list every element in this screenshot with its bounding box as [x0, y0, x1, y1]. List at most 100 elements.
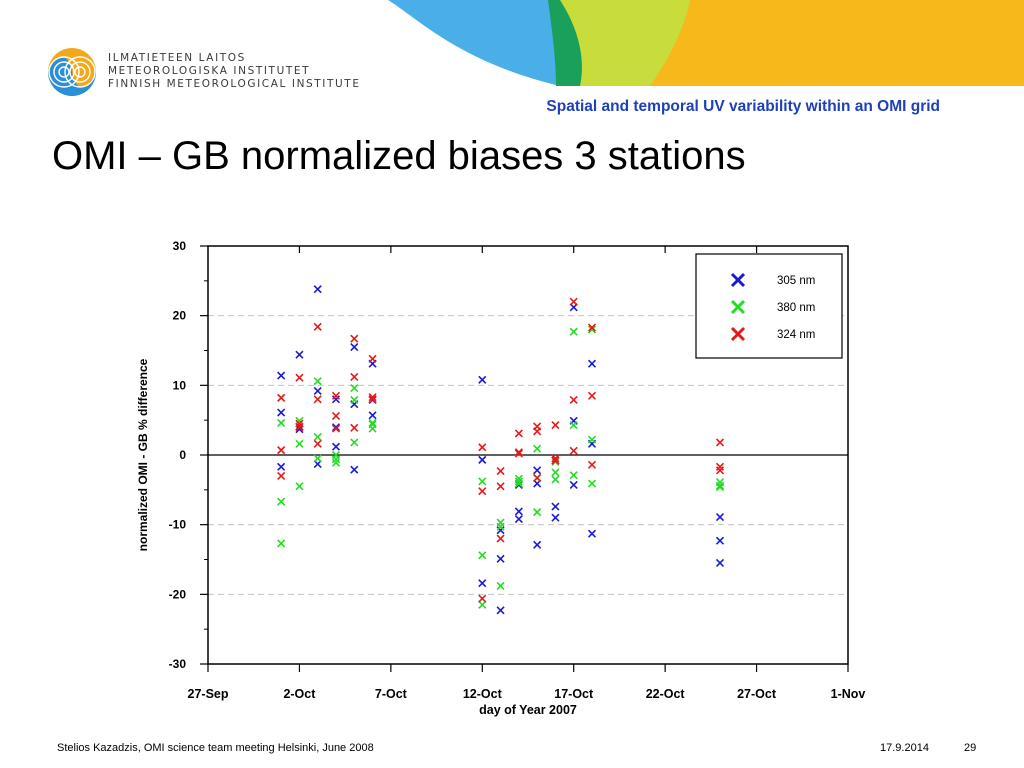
point-324-nm [478, 594, 487, 603]
banner-blue-band [388, 0, 560, 86]
point-305-nm [478, 579, 487, 588]
legend-label: 324 nm [777, 329, 815, 341]
y-tick-label: -10 [169, 518, 187, 532]
point-380-nm [587, 435, 597, 444]
point-305-nm [715, 536, 725, 545]
point-324-nm [533, 427, 542, 436]
point-305-nm [478, 455, 487, 464]
slide-subtitle: Spatial and temporal UV variability with… [546, 98, 940, 115]
point-324-nm [478, 487, 487, 496]
legend: 305 nm 380 nm 324 nm [695, 253, 843, 359]
point-324-nm [569, 297, 578, 306]
point-324-nm [551, 420, 560, 430]
axis-ticks: -30 -20 -10 0 10 20 30 27-Sep 2-Oct 7-Oct 12-Oct 17… [169, 239, 866, 701]
point-324-nm [587, 323, 597, 332]
point-324-nm [295, 423, 304, 432]
point-380-nm [313, 377, 322, 386]
scatter-chart: -30 -20 -10 0 10 20 30 27-Sep 2-Oct 7-Oct 12-Oct 17… [136, 239, 866, 717]
banner-yellow-band [650, 0, 1024, 86]
point-380-nm [514, 477, 523, 486]
point-324-nm [277, 446, 286, 455]
point-380-nm [587, 325, 597, 334]
legend-marker [730, 272, 746, 288]
point-380-nm [313, 432, 322, 441]
point-380-nm [277, 539, 286, 548]
point-380-nm [569, 420, 578, 430]
point-324-nm [514, 449, 523, 458]
point-305-nm [551, 502, 560, 511]
point-380-nm [350, 395, 359, 405]
x-tick-label: 2-Oct [283, 687, 316, 701]
legend-marker [730, 299, 746, 315]
point-324-nm [551, 454, 560, 463]
point-324-nm [514, 429, 523, 438]
point-324-nm [277, 393, 286, 402]
footer-date: 17.9.2014 [880, 742, 929, 754]
legend-marker [730, 326, 746, 342]
point-324-nm [331, 411, 341, 421]
point-305-nm [533, 540, 542, 549]
point-305-nm [277, 408, 286, 417]
point-324-nm [587, 460, 597, 469]
point-324-nm [569, 395, 578, 405]
point-324-nm [350, 372, 359, 382]
point-324-nm [313, 439, 322, 448]
point-324-nm [295, 419, 304, 428]
fmi-logo [48, 48, 96, 96]
point-305-nm [569, 480, 578, 490]
point-380-nm [478, 551, 487, 560]
point-380-nm [551, 475, 560, 484]
point-324-nm [368, 393, 377, 402]
point-380-nm [514, 479, 523, 488]
x-tick-label: 22-Oct [646, 687, 686, 701]
point-305-nm [496, 606, 505, 615]
x-tick-label: 1-Nov [831, 687, 866, 701]
point-380-nm [295, 416, 304, 425]
point-324-nm [313, 322, 322, 331]
point-305-nm [514, 507, 523, 516]
point-305-nm [551, 513, 560, 522]
point-380-nm [569, 471, 578, 480]
point-324-nm [478, 443, 487, 452]
point-380-nm [551, 457, 560, 467]
point-324-nm [569, 446, 578, 455]
point-380-nm [313, 454, 322, 463]
institute-name-sv: METEOROLOGISKA INSTITUTET [108, 65, 311, 77]
x-tick-label: 27-Oct [737, 687, 777, 701]
point-305-nm [514, 515, 523, 524]
point-305-nm [350, 342, 359, 352]
point-324-nm [587, 391, 597, 400]
point-324-nm [295, 373, 304, 382]
point-380-nm [551, 468, 560, 477]
y-tick-label: 0 [179, 448, 186, 462]
x-axis-label: day of Year 2007 [479, 703, 577, 717]
point-380-nm [295, 482, 304, 491]
point-324-nm [331, 424, 341, 433]
point-324-nm [533, 473, 542, 483]
point-380-nm [587, 479, 597, 488]
point-324-nm [715, 466, 725, 475]
point-380-nm [277, 418, 286, 428]
x-tick-label: 17-Oct [554, 687, 594, 701]
point-324-nm [514, 448, 523, 457]
y-axis-label: normalized OMI - GB % difference [136, 358, 150, 551]
point-380-nm [569, 327, 578, 336]
point-380-nm [496, 581, 505, 591]
point-305-nm [587, 359, 597, 368]
point-305-nm [514, 480, 523, 490]
point-380-nm [277, 497, 286, 506]
y-tick-label: -30 [169, 657, 187, 671]
slide-title: OMI – GB normalized biases 3 stations [52, 134, 746, 178]
x-tick-label: 12-Oct [463, 687, 503, 701]
point-380-nm [331, 455, 341, 464]
point-324-nm [715, 438, 725, 447]
point-380-nm [715, 482, 725, 492]
point-324-nm [313, 395, 322, 404]
point-324-nm [368, 354, 377, 363]
point-380-nm [368, 424, 377, 433]
point-380-nm [350, 438, 359, 447]
point-305-nm [277, 462, 286, 471]
point-324-nm [496, 534, 505, 543]
point-380-nm [350, 384, 359, 393]
point-324-nm [551, 456, 560, 465]
